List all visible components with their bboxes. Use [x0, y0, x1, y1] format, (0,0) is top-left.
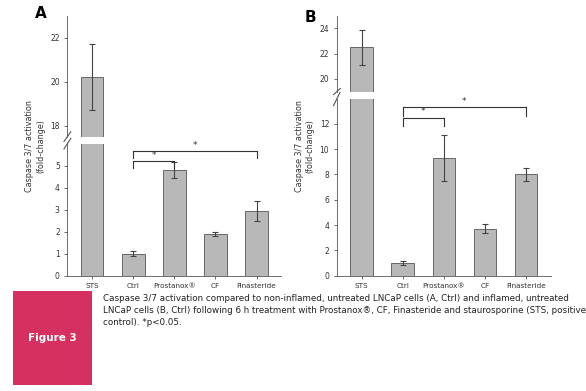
Text: B: B: [305, 9, 316, 25]
Bar: [204, 234, 227, 276]
Bar: [473, 285, 496, 332]
Bar: [246, 211, 268, 276]
Text: Caspase 3/7 activation
(fold-change): Caspase 3/7 activation (fold-change): [25, 100, 45, 192]
Text: *: *: [152, 151, 156, 160]
Bar: [81, 0, 103, 276]
Text: A: A: [35, 6, 47, 21]
Bar: [81, 77, 103, 391]
Text: Caspase 3/7 activation compared to non-inflamed, untreated LNCaP cells (A, Ctrl): Caspase 3/7 activation compared to non-i…: [103, 294, 585, 327]
Bar: [432, 214, 455, 332]
Bar: [350, 47, 373, 332]
Text: *: *: [193, 142, 197, 151]
Bar: [515, 174, 537, 276]
Bar: [515, 231, 537, 332]
Text: *: *: [462, 97, 466, 106]
Bar: [122, 254, 145, 276]
Bar: [473, 229, 496, 276]
Bar: [432, 158, 455, 276]
Bar: [163, 170, 186, 276]
Text: Figure 3: Figure 3: [28, 333, 77, 343]
Text: Caspase 3/7 activation
(fold-change): Caspase 3/7 activation (fold-change): [295, 100, 315, 192]
Bar: [391, 263, 414, 276]
Bar: [391, 319, 414, 332]
Bar: [350, 0, 373, 276]
Text: *: *: [421, 107, 425, 116]
